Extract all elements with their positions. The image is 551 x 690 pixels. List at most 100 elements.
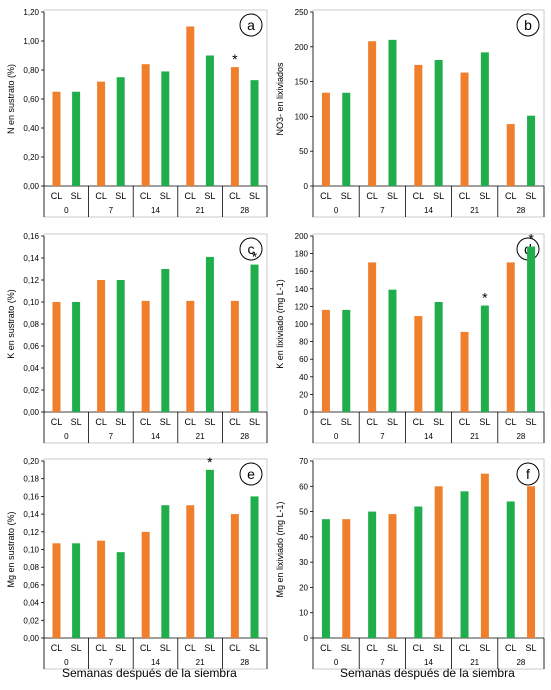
x-subcategory-label: CL <box>505 191 517 201</box>
x-group-label: 21 <box>470 206 479 215</box>
bar-sl-0 <box>342 519 351 638</box>
x-subcategory-label: SL <box>249 643 260 653</box>
x-subcategory-label: CL <box>95 417 107 427</box>
bar-cl-0 <box>52 302 61 412</box>
x-subcategory-label: SL <box>160 417 171 427</box>
y-tick-label: 20 <box>299 390 308 399</box>
bar-cl-7 <box>97 81 106 186</box>
x-group-label: 7 <box>109 432 114 441</box>
y-axis-title: NO3- en lixiviados <box>275 62 285 136</box>
y-tick-label: 180 <box>295 250 309 259</box>
significance-star: * <box>207 454 213 470</box>
bar-cl-28 <box>506 262 515 412</box>
x-subcategory-label: SL <box>71 191 82 201</box>
x-subcategory-label: CL <box>229 643 241 653</box>
x-group-label: 7 <box>109 206 114 215</box>
x-subcategory-label: SL <box>479 191 490 201</box>
bar-sl-7 <box>116 552 125 638</box>
x-group-label: 28 <box>516 658 525 667</box>
x-subcategory-label: SL <box>341 417 352 427</box>
bar-cl-21 <box>186 505 195 638</box>
x-subcategory-label: SL <box>433 643 444 653</box>
y-tick-label: 0,04 <box>23 364 39 373</box>
x-group-label: 7 <box>380 432 385 441</box>
bar-cl-14 <box>141 531 150 638</box>
x-subcategory-label: SL <box>204 417 215 427</box>
y-tick-label: 50 <box>299 147 308 156</box>
y-tick-label: 40 <box>299 533 308 542</box>
bar-sl-21 <box>480 305 489 412</box>
y-tick-label: 160 <box>295 267 309 276</box>
x-group-label: 14 <box>424 432 433 441</box>
x-group-label: 21 <box>196 206 205 215</box>
bar-cl-21 <box>460 72 469 186</box>
y-tick-label: 80 <box>299 338 308 347</box>
x-axis-title-right: Semanas después de la siembra <box>340 666 515 680</box>
x-subcategory-label: CL <box>140 417 152 427</box>
bar-cl-14 <box>414 64 423 186</box>
x-group-label: 21 <box>470 658 479 667</box>
x-subcategory-label: CL <box>320 643 332 653</box>
x-subcategory-label: CL <box>229 191 241 201</box>
x-subcategory-label: CL <box>366 643 378 653</box>
y-tick-label: 0,00 <box>23 634 39 643</box>
x-subcategory-label: SL <box>115 643 126 653</box>
x-subcategory-label: CL <box>320 191 332 201</box>
x-group-label: 21 <box>196 432 205 441</box>
bar-cl-28 <box>230 300 239 412</box>
x-group-label: 7 <box>109 658 114 667</box>
bar-sl-21 <box>480 473 489 638</box>
x-subcategory-label: CL <box>185 643 197 653</box>
x-subcategory-label: SL <box>204 643 215 653</box>
y-tick-label: 0,02 <box>23 386 39 395</box>
panel-letter: b <box>524 17 532 33</box>
y-axis-title: K en sustrato (%) <box>6 289 16 359</box>
x-group-label: 14 <box>151 206 160 215</box>
bar-sl-14 <box>434 302 443 412</box>
bar-cl-21 <box>186 300 195 412</box>
y-tick-label: 150 <box>295 78 309 87</box>
x-subcategory-label: CL <box>413 643 425 653</box>
x-subcategory-label: CL <box>413 417 425 427</box>
x-subcategory-label: CL <box>366 191 378 201</box>
panel-letter: a <box>247 17 255 33</box>
x-subcategory-label: SL <box>71 417 82 427</box>
y-tick-label: 100 <box>295 112 309 121</box>
bar-cl-0 <box>321 309 330 412</box>
x-group-label: 0 <box>334 206 339 215</box>
bar-sl-28 <box>527 486 536 638</box>
y-tick-label: 0,40 <box>23 124 39 133</box>
x-subcategory-label: SL <box>71 643 82 653</box>
bar-sl-14 <box>161 71 170 186</box>
x-subcategory-label: CL <box>366 417 378 427</box>
x-subcategory-label: CL <box>459 191 471 201</box>
significance-star: * <box>528 231 534 247</box>
bar-sl-0 <box>72 91 81 186</box>
x-subcategory-label: CL <box>505 643 517 653</box>
x-group-label: 14 <box>151 432 160 441</box>
y-tick-label: 200 <box>295 232 309 241</box>
y-tick-label: 60 <box>299 482 308 491</box>
x-group-label: 28 <box>240 658 249 667</box>
x-group-label: 28 <box>516 206 525 215</box>
x-subcategory-label: CL <box>413 191 425 201</box>
x-group-label: 0 <box>64 658 69 667</box>
bar-sl-7 <box>388 289 397 412</box>
y-tick-label: 1,20 <box>23 8 39 17</box>
x-subcategory-label: CL <box>51 417 63 427</box>
x-subcategory-label: CL <box>185 417 197 427</box>
panel-letter-circle <box>516 462 540 486</box>
bar-sl-0 <box>342 92 351 186</box>
significance-star: * <box>252 249 258 265</box>
bar-sl-7 <box>116 280 125 412</box>
x-subcategory-label: CL <box>505 417 517 427</box>
y-tick-label: 0,00 <box>23 182 39 191</box>
x-subcategory-label: SL <box>341 643 352 653</box>
x-group-label: 0 <box>334 432 339 441</box>
y-tick-label: 30 <box>299 558 308 567</box>
panel-letter: f <box>526 466 530 482</box>
x-group-label: 0 <box>334 658 339 667</box>
